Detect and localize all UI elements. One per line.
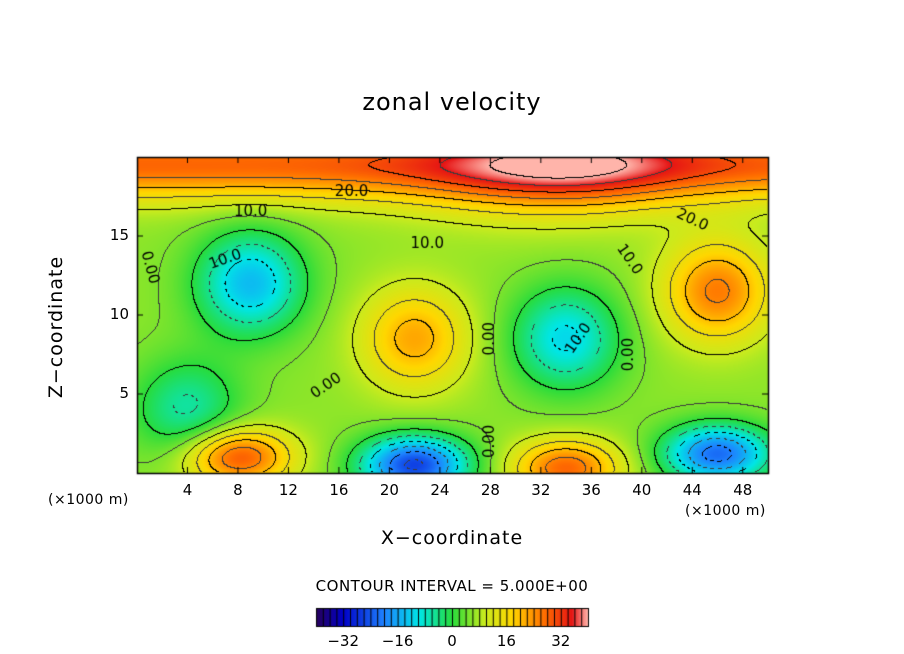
colorbar-tick-label: 16 — [496, 632, 516, 650]
colorbar-tick-label: −32 — [327, 632, 360, 650]
x-tick-label: 20 — [379, 481, 399, 499]
x-tick-label: 32 — [531, 481, 551, 499]
x-tick-label: 16 — [329, 481, 349, 499]
x-tick-label: 48 — [733, 481, 753, 499]
x-tick-label: 4 — [182, 481, 193, 499]
x-axis-label: X−coordinate — [380, 527, 524, 549]
y-tick-label: 15 — [109, 226, 129, 244]
x-tick-label: 28 — [480, 481, 500, 499]
colorbar-tick-label: 0 — [447, 632, 457, 650]
y-tick-label: 10 — [109, 305, 129, 323]
chart-title: zonal velocity — [362, 88, 542, 116]
y-axis-label: Z−coordinate — [45, 255, 67, 399]
x-tick-label: 44 — [682, 481, 702, 499]
x-tick-label: 8 — [233, 481, 243, 499]
x-unit-right: (×1000 m) — [685, 503, 766, 519]
y-tick-label: 5 — [119, 384, 129, 402]
colorbar-tick-label: −16 — [381, 632, 414, 650]
x-unit-left: (×1000 m) — [48, 492, 129, 508]
contour-interval-label: CONTOUR INTERVAL = 5.000E+00 — [315, 577, 589, 595]
colorbar-tick-label: 32 — [551, 632, 571, 650]
x-tick-label: 12 — [278, 481, 298, 499]
x-tick-label: 24 — [430, 481, 450, 499]
x-tick-label: 36 — [581, 481, 601, 499]
x-tick-label: 40 — [632, 481, 652, 499]
